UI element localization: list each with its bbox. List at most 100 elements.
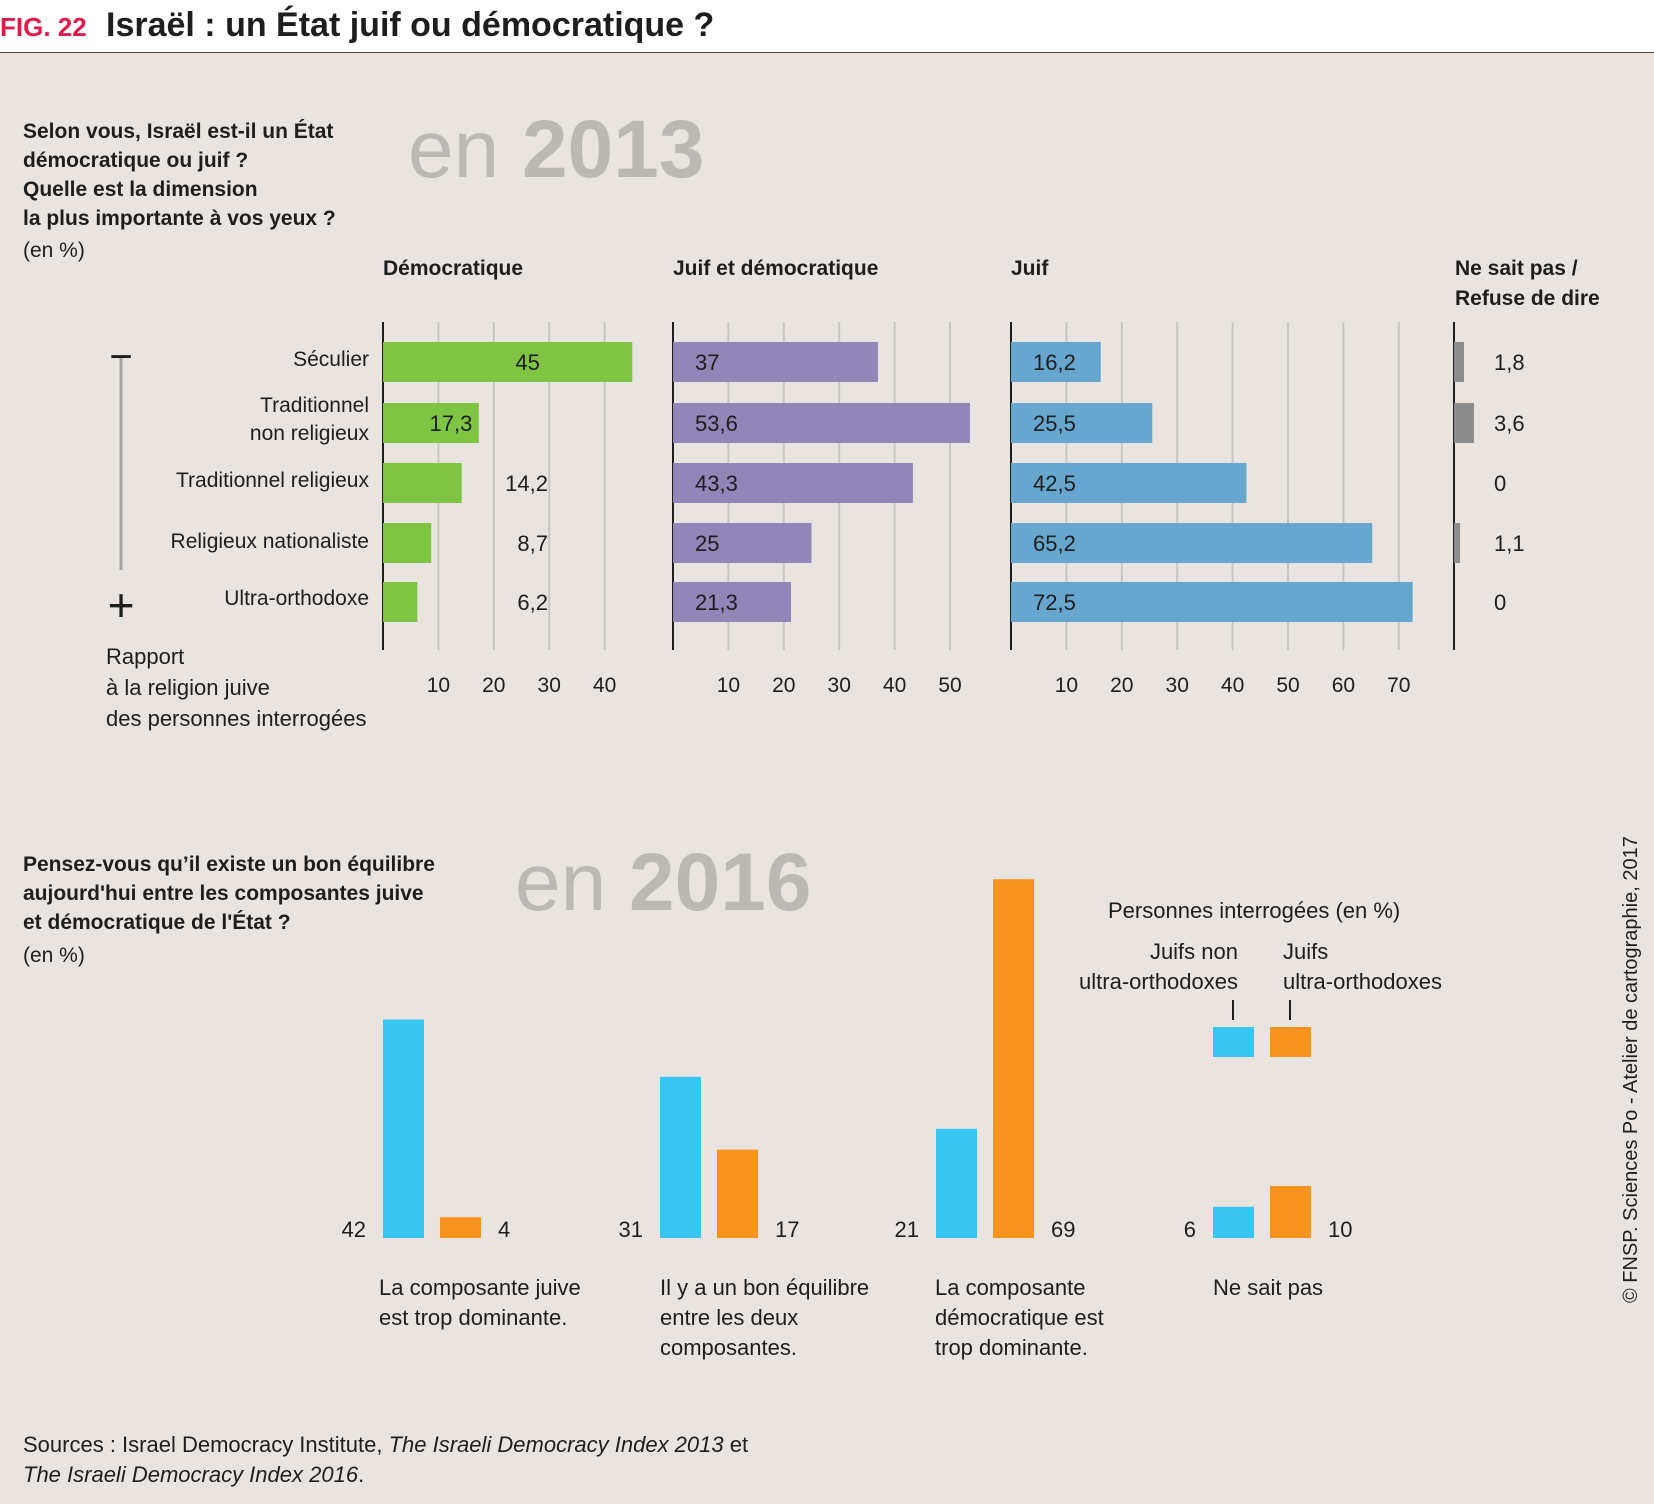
religion-axis-note: Rapport à la religion juive des personne… [106, 641, 367, 734]
question-line: la plus importante à vos yeux ? [23, 207, 336, 230]
question-line: démocratique ou juif ? [23, 149, 249, 172]
legend-label-line: Juifs [1283, 939, 1329, 964]
category-label: Séculier [293, 346, 369, 374]
question-2013: Selon vous, Israël est-il un État démocr… [23, 117, 336, 233]
bar [1454, 523, 1461, 563]
axis-note-line: des personnes interrogées [106, 706, 367, 731]
data-label: 53,6 [695, 411, 738, 436]
bar [1011, 463, 1247, 503]
category-label-line: Traditionnel religieux [176, 469, 369, 492]
category-caption: Ne sait pas [1213, 1273, 1323, 1303]
question-line: Quelle est la dimension [23, 178, 258, 201]
col-header-juif-democratique: Juif et démocratique [673, 257, 879, 280]
sources: Sources : Israel Democracy Institute, Th… [23, 1430, 748, 1490]
header: FIG. 22 Israël : un État juif ou démocra… [0, 0, 1654, 53]
sources-suffix: . [358, 1462, 365, 1487]
data-label: 45 [515, 350, 539, 375]
data-label: 17 [775, 1217, 799, 1242]
category-label-line: Religieux nationaliste [170, 530, 369, 553]
axis-note-line: à la religion juive [106, 675, 270, 700]
chart-2013: − +10 20 30 40 45 17,3 14,2 8,7 6,2 10 20 30 40 50 37 53… [108, 322, 1525, 697]
question-2016: Pensez-vous qu’il existe un bon équilibr… [23, 850, 435, 937]
data-label: 10 [1328, 1217, 1352, 1242]
unit-2013: (en %) [23, 239, 85, 262]
category-label-line: Traditionnel [260, 394, 369, 417]
legend-swatch-uo [1270, 1027, 1311, 1057]
tick-label: 50 [1276, 674, 1299, 697]
category-caption: Il y a un bon équilibre entre les deux c… [660, 1273, 869, 1363]
category-caption: La composante démocratique est trop domi… [935, 1273, 1104, 1363]
bar [673, 523, 812, 563]
bar [673, 463, 913, 503]
credit: © FNSP. Sciences Po - Atelier de cartogr… [1620, 836, 1642, 1303]
caption-line: Ne sait pas [1213, 1275, 1324, 1300]
data-label: 1,8 [1494, 350, 1525, 375]
caption-line: composantes. [660, 1335, 797, 1360]
bar [1454, 403, 1474, 443]
chart-2016: 42 4 31 17 21 69 6 10 [342, 879, 1352, 1242]
figure-title: Israël : un État juif ou démocratique ? [106, 6, 715, 44]
tick-label: 30 [1166, 674, 1189, 697]
sources-mid: et [723, 1432, 749, 1457]
sources-line-2: The Israeli Democracy Index 2016. [23, 1460, 748, 1490]
bar [1011, 342, 1101, 382]
tick-label: 10 [717, 674, 740, 697]
tick-label: 20 [482, 674, 505, 697]
tick-label: 20 [772, 674, 795, 697]
axis-note-line: Rapport [106, 644, 185, 669]
unit-2016: (en %) [23, 944, 85, 967]
year-2016: en 2016 [515, 836, 811, 930]
bar [383, 523, 432, 563]
data-label: 21,3 [695, 590, 738, 615]
bar [717, 1149, 758, 1238]
bar [440, 1217, 481, 1238]
bar [993, 879, 1034, 1238]
question-line: Selon vous, Israël est-il un État [23, 120, 334, 143]
tick-label: 70 [1387, 674, 1410, 697]
data-label: 0 [1494, 471, 1506, 496]
legend-label-uo: Juifs ultra-orthodoxes [1283, 937, 1442, 997]
legend-label-line: Juifs non [1149, 939, 1238, 964]
year-value: 2013 [522, 104, 705, 195]
data-label: 42 [342, 1217, 366, 1242]
year-2013: en 2013 [408, 103, 704, 197]
legend-label-line: ultra-orthodoxes [1283, 969, 1442, 994]
bar [673, 582, 792, 622]
year-prefix: en [515, 837, 607, 928]
data-label: 43,3 [695, 471, 738, 496]
data-label: 25 [695, 531, 719, 556]
col-header-nsp-line2: Refuse de dire [1455, 287, 1600, 310]
data-label: 65,2 [1033, 531, 1076, 556]
year-prefix: en [408, 104, 500, 195]
bar [383, 1019, 424, 1238]
bar [1213, 1206, 1254, 1238]
data-label: 72,5 [1033, 590, 1076, 615]
tick-label: 40 [883, 674, 906, 697]
tick-label: 10 [427, 674, 450, 697]
bar [1011, 582, 1413, 622]
tick-label: 60 [1332, 674, 1355, 697]
data-label: 8,7 [517, 531, 548, 556]
bar [383, 582, 418, 622]
bar [660, 1076, 701, 1238]
data-label: 0 [1494, 590, 1506, 615]
tick-label: 50 [938, 674, 961, 697]
data-label: 6,2 [517, 590, 548, 615]
caption-line: Il y a un bon équilibre [660, 1275, 870, 1300]
sources-prefix: Sources : Israel Democracy Institute, [23, 1432, 389, 1457]
col-header-democratique: Démocratique [383, 257, 524, 280]
figure-label: FIG. 22 [0, 12, 87, 42]
data-label: 3,6 [1494, 411, 1525, 436]
tick-label: 40 [1221, 674, 1244, 697]
caption-line: est trop dominante. [379, 1305, 568, 1330]
tick-label: 30 [828, 674, 851, 697]
category-label-line: Ultra-orthodoxe [224, 587, 369, 610]
bar [673, 342, 878, 382]
bar [383, 403, 479, 443]
sources-title-2013: The Israeli Democracy Index 2013 [388, 1432, 724, 1457]
bar [673, 403, 970, 443]
data-label: 69 [1051, 1217, 1075, 1242]
bar [383, 463, 462, 503]
data-label: 16,2 [1033, 350, 1076, 375]
